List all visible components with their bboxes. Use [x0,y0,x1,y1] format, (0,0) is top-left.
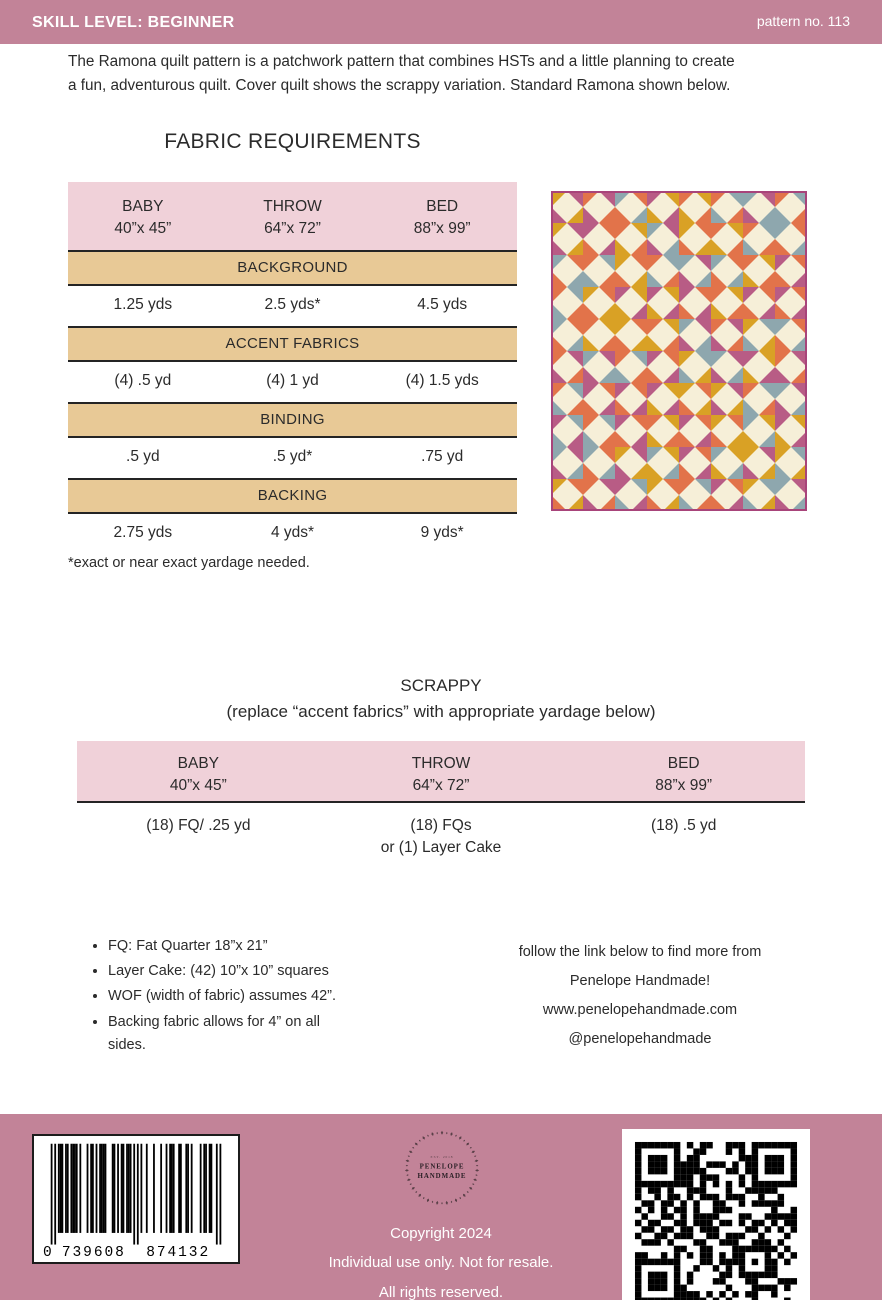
svg-text:874132: 874132 [146,1245,210,1261]
svg-text:0: 0 [43,1245,52,1261]
svg-text:EST. 2018: EST. 2018 [431,1155,454,1159]
svg-text:739608: 739608 [62,1245,126,1261]
svg-text:HANDMADE: HANDMADE [418,1173,467,1180]
svg-text:PENELOPE: PENELOPE [420,1164,465,1171]
